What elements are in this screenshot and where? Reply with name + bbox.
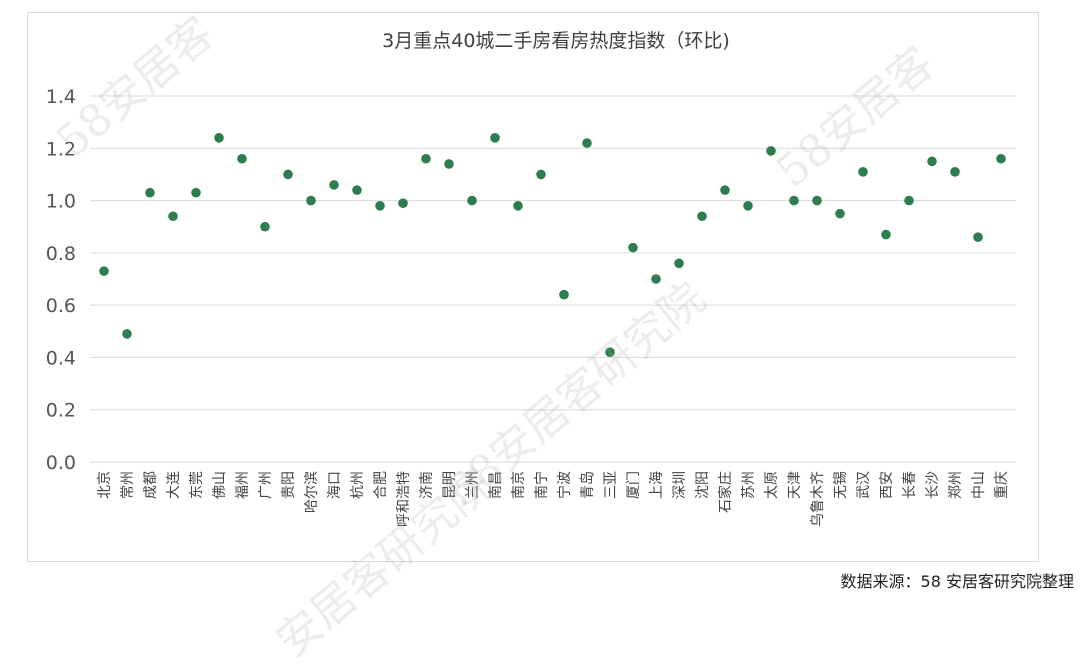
data-points — [99, 133, 1006, 358]
x-tick-label: 长沙 — [925, 471, 941, 499]
data-point — [812, 195, 822, 206]
data-point — [950, 167, 960, 177]
data-point — [674, 258, 684, 269]
y-tick-label: 1.2 — [46, 138, 76, 160]
x-tick-label: 三亚 — [603, 471, 619, 499]
x-tick-label: 天津 — [787, 471, 803, 499]
data-point — [996, 153, 1006, 164]
y-tick-label: 0.6 — [46, 295, 76, 317]
data-point — [283, 169, 293, 180]
x-tick-label: 中山 — [971, 471, 987, 499]
x-tick-label: 济南 — [419, 471, 435, 499]
data-point — [651, 274, 661, 284]
x-tick-label: 无锡 — [833, 471, 849, 499]
y-axis-ticks: 0.0 0.2 0.4 0.6 0.8 1.0 1.2 1.4 — [46, 86, 76, 474]
data-point — [881, 229, 891, 240]
y-tick-label: 1.4 — [46, 86, 76, 108]
data-point — [628, 242, 638, 253]
data-point — [421, 153, 431, 164]
data-point — [191, 187, 201, 198]
x-tick-label: 南昌 — [488, 471, 504, 499]
data-point — [582, 138, 592, 148]
x-tick-label: 佛山 — [212, 471, 228, 499]
data-point — [375, 201, 385, 211]
x-tick-label: 乌鲁木齐 — [810, 471, 826, 527]
data-point — [145, 187, 155, 198]
data-point — [536, 169, 546, 180]
x-tick-label: 东莞 — [189, 471, 205, 499]
gridlines — [90, 95, 1016, 463]
x-tick-label: 大连 — [166, 471, 182, 499]
x-tick-label: 深圳 — [672, 471, 688, 499]
y-tick-label: 0.2 — [46, 400, 76, 422]
x-tick-label: 呼和浩特 — [396, 471, 412, 527]
x-axis-ticks: 北京 常州 成都 大连 东莞 佛山 福州 广州 贵阳 哈尔滨 海口 杭州 合肥 呼和浩特 济南 昆明 兰州 南昌南… — [97, 471, 1010, 527]
data-point — [168, 211, 178, 222]
x-tick-label: 太原 — [764, 471, 780, 499]
data-point — [467, 195, 477, 206]
data-source-note: 数据来源：58 安居客研究院整理 — [840, 572, 1074, 591]
data-point — [743, 201, 753, 211]
data-point — [697, 211, 707, 222]
data-point — [444, 159, 454, 169]
x-tick-label: 长春 — [902, 471, 918, 499]
x-tick-label: 广州 — [258, 471, 274, 499]
chart-svg: 3月重点40城二手房看房热度指数（环比) 0.0 0.2 0.4 0.6 0.8 1.0 1… — [46, 30, 1016, 527]
data-point — [260, 221, 270, 232]
data-point — [306, 195, 316, 206]
x-tick-label: 北京 — [97, 471, 113, 499]
x-tick-label: 石家庄 — [717, 471, 734, 513]
data-point — [858, 167, 868, 177]
y-tick-label: 0.8 — [46, 243, 76, 265]
x-tick-label: 兰州 — [465, 471, 481, 499]
y-tick-label: 1.0 — [46, 191, 76, 213]
data-point — [720, 185, 730, 195]
data-point — [766, 146, 776, 156]
data-point — [835, 208, 845, 219]
x-tick-label: 厦门 — [626, 471, 642, 499]
x-tick-label: 郑州 — [948, 471, 964, 499]
x-tick-label: 贵阳 — [281, 471, 297, 499]
data-point — [398, 198, 408, 208]
data-point — [789, 195, 799, 206]
data-point — [605, 347, 615, 358]
x-tick-label: 成都 — [143, 471, 159, 499]
y-tick-label: 0.0 — [46, 452, 76, 474]
x-tick-label: 南京 — [511, 471, 527, 499]
x-tick-label: 上海 — [649, 471, 665, 499]
chart-frame: 3月重点40城二手房看房热度指数（环比) 0.0 0.2 0.4 0.6 0.8 1.0 1… — [27, 12, 1039, 562]
x-tick-label: 重庆 — [994, 471, 1010, 499]
x-tick-label: 合肥 — [373, 471, 389, 499]
y-tick-label: 0.4 — [46, 347, 76, 369]
x-tick-label: 哈尔滨 — [304, 471, 320, 513]
x-tick-label: 沈阳 — [695, 471, 711, 499]
x-tick-label: 宁波 — [556, 471, 573, 499]
data-point — [214, 133, 224, 143]
data-point — [352, 185, 362, 195]
x-tick-label: 青岛 — [580, 471, 596, 499]
x-tick-label: 武汉 — [856, 471, 872, 499]
x-tick-label: 海口 — [327, 471, 343, 499]
data-point — [559, 289, 569, 300]
x-tick-label: 南宁 — [533, 471, 550, 499]
data-point — [329, 180, 339, 190]
data-point — [490, 133, 500, 143]
data-point — [99, 266, 109, 276]
x-tick-label: 常州 — [120, 471, 136, 499]
x-tick-label: 苏州 — [741, 471, 757, 499]
x-tick-label: 杭州 — [350, 471, 366, 499]
data-point — [122, 329, 132, 339]
data-point — [927, 156, 937, 167]
chart-title: 3月重点40城二手房看房热度指数（环比) — [382, 30, 730, 52]
x-tick-label: 福州 — [235, 471, 251, 499]
data-point — [904, 195, 914, 206]
data-point — [237, 153, 247, 164]
x-tick-label: 西安 — [879, 471, 895, 499]
data-point — [513, 201, 523, 211]
data-point — [973, 232, 983, 242]
x-tick-label: 昆明 — [442, 471, 458, 499]
